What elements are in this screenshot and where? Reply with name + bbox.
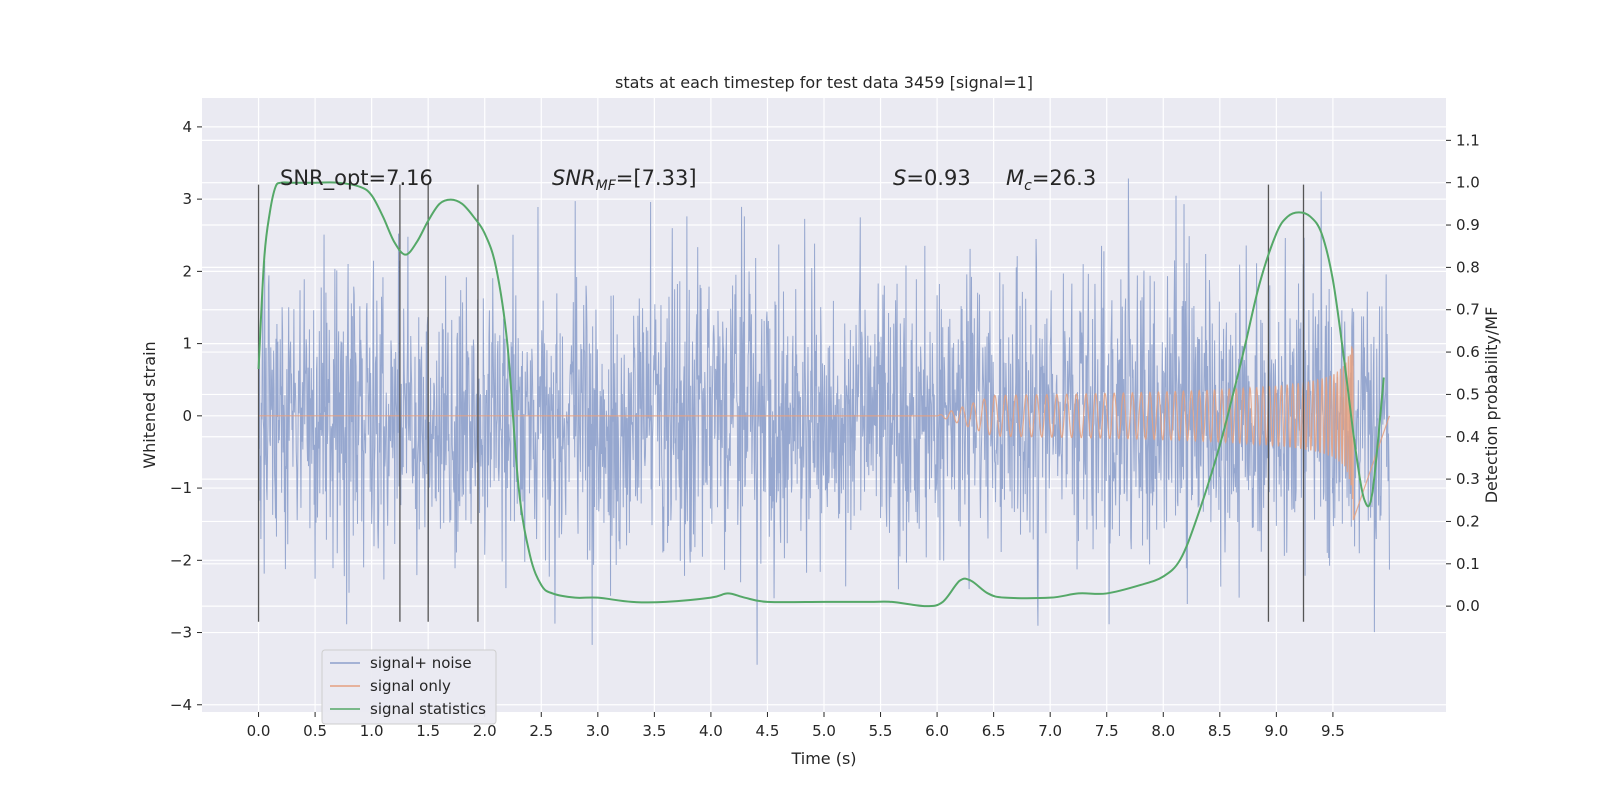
x-axis-label: Time (s) [790, 749, 856, 768]
y-right-tick-label: 0.8 [1456, 258, 1480, 276]
x-tick-label: 6.5 [982, 722, 1006, 740]
x-tick-label: 9.5 [1321, 722, 1345, 740]
x-tick-label: 6.0 [925, 722, 949, 740]
y-right-tick-label: 0.3 [1456, 470, 1480, 488]
y-left-tick-label: 2 [182, 262, 192, 280]
y-right-tick-label: 0.5 [1456, 385, 1480, 403]
x-tick-label: 5.5 [869, 722, 893, 740]
x-tick-label: 4.0 [699, 722, 723, 740]
annotation-s-value: =0.93 [906, 166, 970, 190]
x-tick-label: 3.0 [586, 722, 610, 740]
y-left-tick-label: −2 [170, 551, 192, 569]
annotation-mc-symbol: M [1006, 166, 1024, 190]
y-right-tick-label: 1.1 [1456, 131, 1480, 149]
y-axis-label-right: Detection probability/MF [1482, 307, 1501, 504]
annotation-snr-mf-value: =[7.33] [616, 166, 697, 190]
x-tick-label: 1.0 [360, 722, 384, 740]
x-tick-label: 2.5 [529, 722, 553, 740]
annotation-s-symbol: S [893, 166, 906, 190]
tick-labels: 0.0 0.5 1.0 1.5 2.0 2.5 3.0 3.5 4.0 4.5 5.0 5.5 6.0 6… [170, 118, 1480, 740]
x-tick-label: 7.0 [1038, 722, 1062, 740]
y-left-tick-label: 4 [182, 118, 192, 136]
legend: signal+ noise signal only signal statist… [321, 649, 497, 725]
legend-frame [321, 649, 497, 725]
y-left-tick-label: 3 [182, 190, 192, 208]
y-right-tick-label: 0.2 [1456, 512, 1480, 530]
x-tick-label: 7.5 [1095, 722, 1119, 740]
x-tick-label: 8.0 [1151, 722, 1175, 740]
legend-label-signal-only: signal only [370, 677, 451, 695]
signal-noise-line [258, 178, 1390, 665]
chart-title: stats at each timestep for test data 345… [615, 73, 1033, 92]
x-tick-label: 1.5 [416, 722, 440, 740]
y-right-tick-label: 0.4 [1456, 428, 1480, 446]
annotation-snr-opt: SNR_opt=7.16 [280, 166, 433, 191]
y-right-tick-label: 1.0 [1456, 174, 1480, 192]
signal-noise-series [258, 178, 1390, 665]
signal-statistics-line [257, 181, 1385, 608]
x-tick-label: 8.5 [1208, 722, 1232, 740]
signal-statistics-series [257, 181, 1385, 608]
y-right-tick-label: 0.7 [1456, 301, 1480, 319]
x-tick-label: 9.0 [1264, 722, 1288, 740]
x-tick-label: 5.0 [812, 722, 836, 740]
x-tick-label: 3.5 [642, 722, 666, 740]
annotation-mc: Mc=26.3 [1006, 166, 1096, 194]
x-tick-label: 2.0 [473, 722, 497, 740]
signal-only-series [258, 346, 1391, 521]
y-axis-label-left: Whitened strain [140, 341, 159, 468]
annotation-mc-value: =26.3 [1032, 166, 1096, 190]
y-left-tick-label: −3 [170, 624, 192, 642]
y-right-tick-label: 0.0 [1456, 597, 1480, 615]
x-tick-label: 0.5 [303, 722, 327, 740]
annotation-s: S=0.93 [893, 166, 971, 190]
vertical-markers [257, 184, 1305, 622]
y-right-tick-label: 0.6 [1456, 343, 1480, 361]
signal-only-line [258, 346, 1391, 521]
annotation-snr-mf-symbol: SNR [552, 166, 596, 190]
y-right-tick-label: 0.9 [1456, 216, 1480, 234]
annotation-snr-mf: SNRMF=[7.33] [552, 166, 697, 194]
legend-label-signal-statistics: signal statistics [370, 700, 486, 718]
x-tick-label: 4.5 [756, 722, 780, 740]
legend-label-signal-noise: signal+ noise [370, 654, 472, 672]
y-left-tick-label: 1 [182, 335, 192, 353]
annotation-snr-mf-subscript: MF [596, 178, 617, 194]
y-left-tick-label: 0 [182, 407, 192, 425]
y-right-tick-label: 0.1 [1456, 555, 1480, 573]
annotation-mc-subscript: c [1024, 178, 1032, 194]
y-left-tick-label: −4 [170, 696, 192, 714]
y-left-tick-label: −1 [170, 479, 192, 497]
x-tick-label: 0.0 [247, 722, 271, 740]
